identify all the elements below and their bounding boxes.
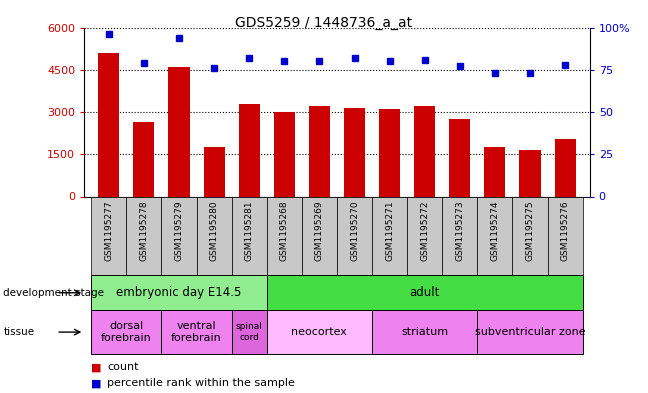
Bar — [91, 196, 126, 275]
Bar — [133, 122, 154, 196]
Bar — [513, 196, 548, 275]
Bar — [414, 107, 435, 196]
Text: GSM1195273: GSM1195273 — [456, 200, 465, 261]
Bar — [274, 112, 295, 196]
Bar — [161, 310, 232, 354]
Text: tissue: tissue — [3, 327, 34, 337]
Text: GSM1195277: GSM1195277 — [104, 200, 113, 261]
Bar — [478, 310, 583, 354]
Text: percentile rank within the sample: percentile rank within the sample — [107, 378, 295, 388]
Text: embryonic day E14.5: embryonic day E14.5 — [117, 286, 242, 299]
Bar — [407, 196, 443, 275]
Text: GSM1195280: GSM1195280 — [209, 200, 218, 261]
Text: adult: adult — [410, 286, 440, 299]
Bar — [302, 196, 337, 275]
Text: dorsal
forebrain: dorsal forebrain — [101, 321, 152, 343]
Text: GSM1195279: GSM1195279 — [174, 200, 183, 261]
Bar — [548, 196, 583, 275]
Bar — [267, 310, 372, 354]
Bar — [309, 107, 330, 196]
Text: GSM1195275: GSM1195275 — [526, 200, 535, 261]
Bar — [485, 147, 505, 196]
Bar — [91, 275, 267, 310]
Bar — [555, 139, 575, 196]
Text: GSM1195278: GSM1195278 — [139, 200, 148, 261]
Text: ■: ■ — [91, 362, 101, 373]
Bar — [196, 196, 232, 275]
Text: GSM1195281: GSM1195281 — [245, 200, 254, 261]
Bar — [168, 67, 190, 196]
Bar — [267, 196, 302, 275]
Bar — [126, 196, 161, 275]
Text: GSM1195271: GSM1195271 — [385, 200, 394, 261]
Bar — [98, 53, 119, 196]
Text: GSM1195274: GSM1195274 — [491, 200, 500, 261]
Text: GSM1195272: GSM1195272 — [420, 200, 429, 261]
Text: GDS5259 / 1448736_a_at: GDS5259 / 1448736_a_at — [235, 16, 413, 30]
Text: spinal
cord: spinal cord — [236, 322, 262, 342]
Text: development stage: development stage — [3, 288, 104, 298]
Bar — [372, 310, 478, 354]
Bar — [478, 196, 513, 275]
Text: neocortex: neocortex — [292, 327, 347, 337]
Bar — [344, 108, 365, 196]
Text: subventricular zone: subventricular zone — [475, 327, 585, 337]
Text: GSM1195269: GSM1195269 — [315, 200, 324, 261]
Text: ventral
forebrain: ventral forebrain — [171, 321, 222, 343]
Text: ■: ■ — [91, 378, 101, 388]
Bar — [238, 103, 260, 196]
Bar — [161, 196, 196, 275]
Bar — [443, 196, 478, 275]
Text: GSM1195270: GSM1195270 — [350, 200, 359, 261]
Bar — [449, 119, 470, 196]
Text: striatum: striatum — [401, 327, 448, 337]
Bar — [232, 310, 267, 354]
Text: GSM1195268: GSM1195268 — [280, 200, 289, 261]
Bar — [372, 196, 407, 275]
Bar — [520, 150, 540, 196]
Bar — [337, 196, 372, 275]
Bar — [232, 196, 267, 275]
Bar — [267, 275, 583, 310]
Text: count: count — [107, 362, 139, 373]
Text: GSM1195276: GSM1195276 — [561, 200, 570, 261]
Bar — [203, 147, 225, 196]
Bar — [91, 310, 161, 354]
Bar — [379, 109, 400, 196]
